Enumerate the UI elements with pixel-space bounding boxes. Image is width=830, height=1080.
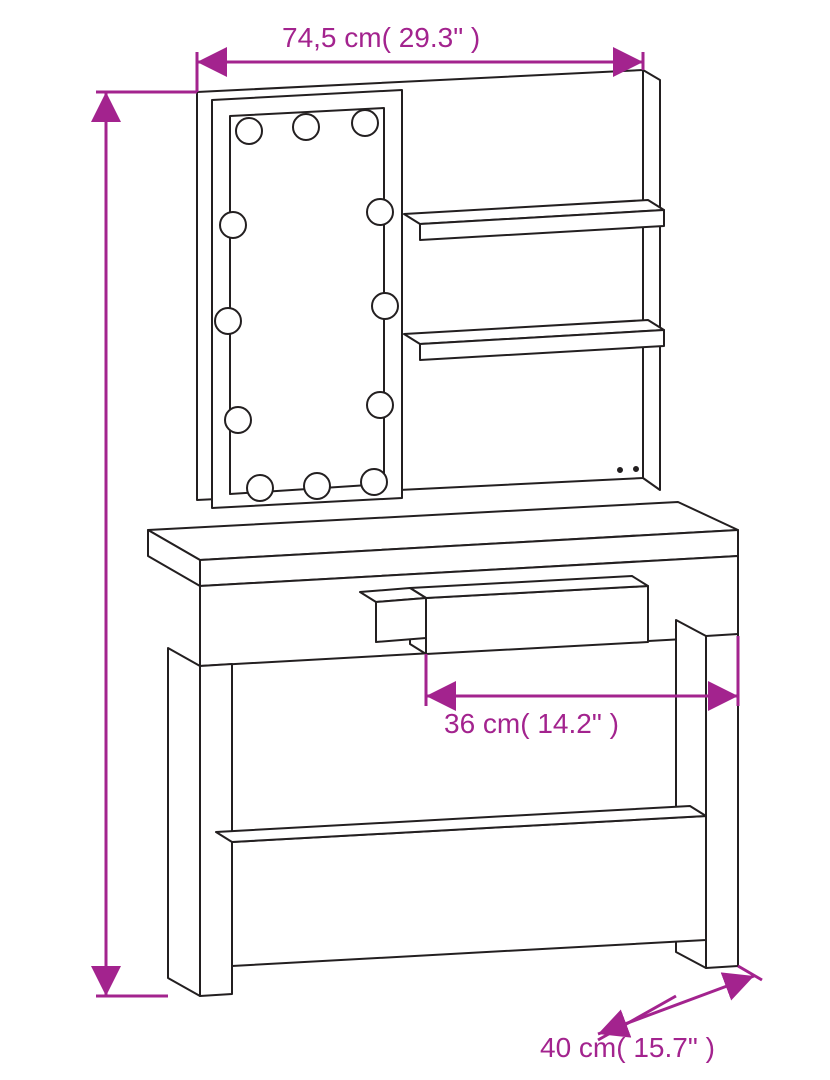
leg-left-side: [168, 648, 200, 996]
mirror-light-6: [215, 308, 241, 334]
mirror-light-1: [236, 118, 262, 144]
mirror-light-12: [361, 469, 387, 495]
dowel-hole-2: [634, 467, 638, 471]
mirror-light-3: [352, 110, 378, 136]
mirror-light-5: [367, 199, 393, 225]
furniture-drawing: [0, 0, 830, 1080]
dim-depth-line: [598, 976, 754, 1034]
mirror-light-2: [293, 114, 319, 140]
mirror-light-7: [372, 293, 398, 319]
mirror-glass: [230, 108, 384, 494]
diagram-stage: 74,5 cm( 29.3" ) 141 cm( 55.5" ) 36 cm( …: [0, 0, 830, 1080]
dowel-hole-1: [618, 468, 622, 472]
furniture-outline: [148, 70, 738, 996]
mirror-light-10: [247, 475, 273, 501]
dim-width-label: 74,5 cm( 29.3" ): [282, 22, 480, 54]
hutch-right-side: [643, 70, 660, 490]
mirror-light-4: [220, 212, 246, 238]
dim-drawer-label: 36 cm( 14.2" ): [444, 708, 619, 740]
leg-right-front: [706, 634, 738, 968]
dim-depth-label: 40 cm( 15.7" ): [540, 1032, 715, 1064]
leg-left-front: [200, 664, 232, 996]
mirror-light-11: [304, 473, 330, 499]
drawer-inner-front: [376, 598, 426, 642]
mirror-light-8: [225, 407, 251, 433]
mirror-light-9: [367, 392, 393, 418]
